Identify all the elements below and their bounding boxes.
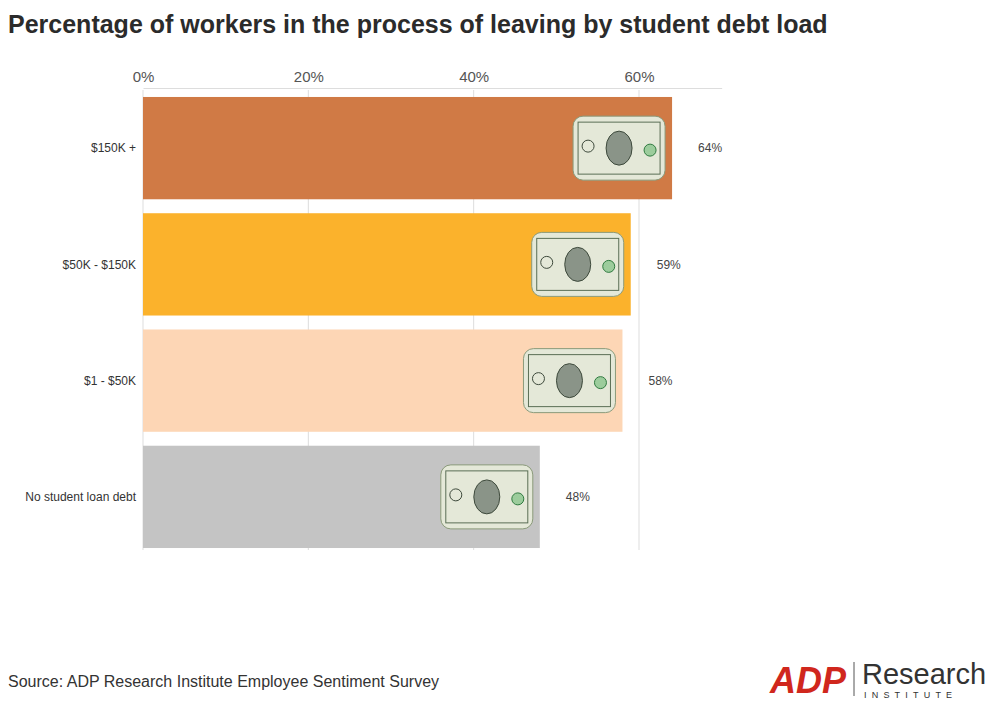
icons bbox=[441, 116, 665, 529]
category-label: $1 - $50K bbox=[84, 374, 136, 388]
category-label: $50K - $150K bbox=[63, 258, 136, 272]
bill-seal bbox=[450, 489, 462, 501]
logo: ADP ResearchINSTITUTE bbox=[769, 658, 986, 701]
bar bbox=[143, 213, 631, 315]
bill-portrait bbox=[606, 131, 632, 165]
bill-icon bbox=[523, 349, 615, 413]
tick: 0% bbox=[133, 68, 155, 88]
tick-label: 20% bbox=[294, 68, 324, 85]
axis-line bbox=[144, 88, 723, 89]
tick: 20% bbox=[294, 68, 324, 88]
category-labels: $150K + $50K - $150K $1 - $50K No student l… bbox=[25, 141, 136, 504]
tick-label: 40% bbox=[459, 68, 489, 85]
data-label: 58% bbox=[648, 374, 672, 388]
bill-icon bbox=[441, 465, 533, 529]
bill-body bbox=[523, 349, 615, 413]
bill-border bbox=[528, 355, 610, 407]
data-label: 48% bbox=[566, 490, 590, 504]
data-label: 64% bbox=[698, 141, 722, 155]
tick-label: 60% bbox=[624, 68, 654, 85]
category-label: $150K + bbox=[91, 141, 136, 155]
chart: Percentage of workers in the process of … bbox=[0, 0, 992, 706]
bill-body bbox=[573, 116, 665, 180]
bill-body bbox=[532, 232, 624, 296]
tick-label: 0% bbox=[133, 68, 155, 85]
bars bbox=[143, 97, 672, 548]
bill-icon bbox=[573, 116, 665, 180]
bill-border bbox=[446, 471, 528, 523]
bill-border bbox=[578, 122, 660, 174]
bill-seal bbox=[644, 144, 656, 156]
data-labels: 64% 59% 58% 48% bbox=[566, 141, 723, 504]
x-axis: 0% 20% 40% 60% bbox=[133, 68, 723, 89]
bar bbox=[143, 329, 622, 431]
tick: 60% bbox=[624, 68, 654, 88]
logo-divider bbox=[854, 662, 855, 696]
bill-portrait bbox=[565, 247, 591, 281]
logo-name: Research bbox=[862, 658, 986, 690]
bill-seal bbox=[512, 493, 524, 505]
bill-portrait bbox=[556, 364, 582, 398]
logo-brand: ADP bbox=[769, 660, 847, 701]
bill-seal bbox=[532, 373, 544, 385]
source: Source: ADP Research Institute Employee … bbox=[8, 673, 439, 690]
data-label: 59% bbox=[657, 258, 681, 272]
category-label: No student loan debt bbox=[25, 490, 136, 504]
title: Percentage of workers in the process of … bbox=[8, 10, 828, 38]
bill-seal bbox=[594, 377, 606, 389]
bill-seal bbox=[582, 140, 594, 152]
bill-border bbox=[537, 238, 619, 290]
tick: 40% bbox=[459, 68, 489, 88]
bill-seal bbox=[541, 256, 553, 268]
logo-sub: INSTITUTE bbox=[864, 690, 957, 700]
bill-icon bbox=[532, 232, 624, 296]
bill-body bbox=[441, 465, 533, 529]
bill-seal bbox=[603, 260, 615, 272]
bar bbox=[143, 97, 672, 199]
bar bbox=[143, 446, 540, 548]
bill-portrait bbox=[474, 480, 500, 514]
